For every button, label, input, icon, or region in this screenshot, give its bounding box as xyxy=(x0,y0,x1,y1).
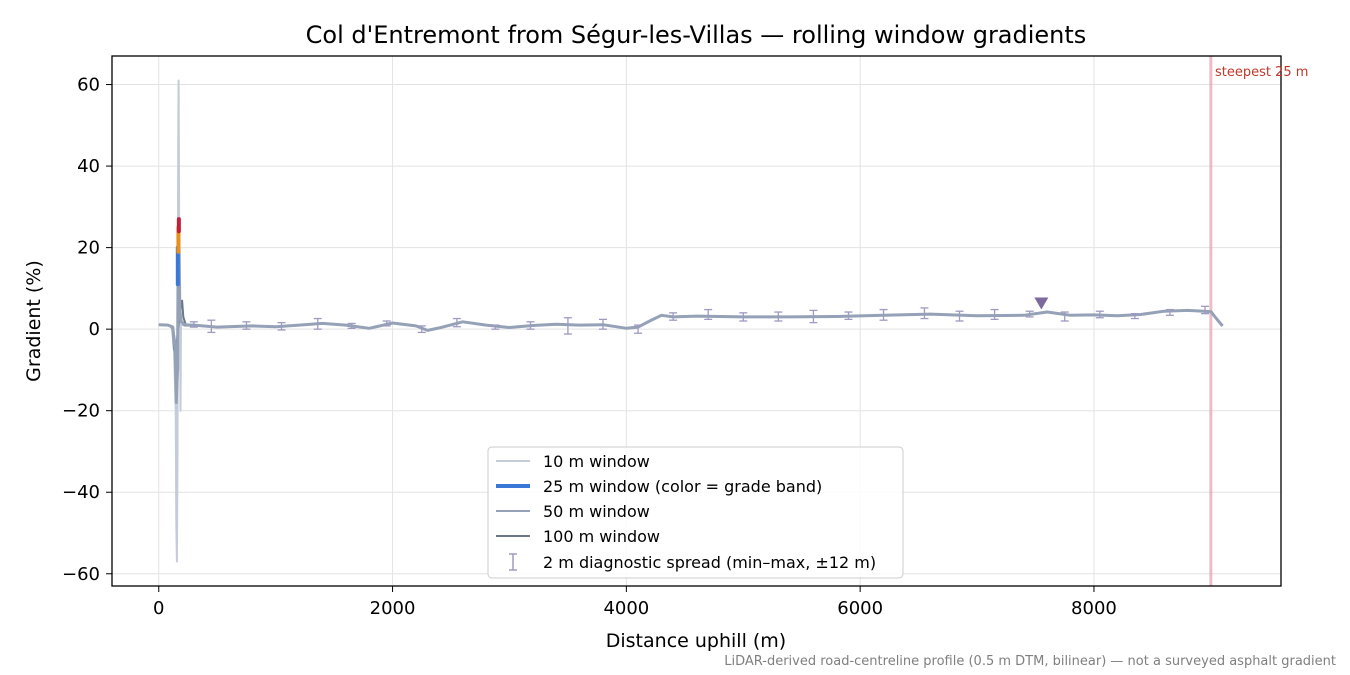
x-tick-label: 0 xyxy=(153,598,164,619)
spread-errorbar xyxy=(347,322,356,329)
spread-errorbar xyxy=(242,321,251,330)
x-axis-label: Distance uphill (m) xyxy=(606,630,786,652)
spread-errorbar xyxy=(313,317,322,330)
spread-errorbar xyxy=(879,308,888,321)
spread-errorbar xyxy=(920,307,929,320)
spread-errorbar xyxy=(277,321,286,331)
spread-errorbar xyxy=(1165,308,1174,316)
x-tick-label: 6000 xyxy=(837,598,883,619)
legend-label-spread: 2 m diagnostic spread (min–max, ±12 m) xyxy=(543,553,876,572)
spread-errorbar xyxy=(844,311,853,321)
x-tick-label: 8000 xyxy=(1071,598,1117,619)
spread-errorbar xyxy=(704,308,713,321)
chart-title: Col d'Entremont from Ségur-les-Villas — … xyxy=(306,21,1087,49)
summit-triangle-marker xyxy=(1034,297,1049,310)
spread-errorbar xyxy=(189,321,198,328)
spread-errorbar xyxy=(990,308,999,321)
spread-errorbar xyxy=(774,311,783,322)
spread-errorbar xyxy=(452,317,461,328)
y-axis-ticks: −60 −40 −20 0 20 40 60 xyxy=(62,75,112,585)
spread-errorbar xyxy=(598,318,607,330)
diagnostic-spread-layer xyxy=(189,305,1210,335)
x-tick-label: 4000 xyxy=(603,598,649,619)
legend-box xyxy=(487,446,904,579)
spread-errorbar xyxy=(1060,311,1069,322)
spread-errorbar xyxy=(1095,310,1104,319)
grade-band-layer xyxy=(175,217,181,287)
y-tick-label: −60 xyxy=(62,564,100,585)
y-tick-label: 20 xyxy=(77,238,100,259)
series-line-w25 xyxy=(158,221,1224,404)
legend: 10 m window 25 m window (color = grade b… xyxy=(487,446,904,579)
spread-errorbar xyxy=(563,317,572,335)
legend-swatch-spread xyxy=(509,553,517,571)
spread-errorbar xyxy=(526,321,535,330)
y-axis-label: Gradient (%) xyxy=(23,260,45,382)
summit-marker-layer xyxy=(1034,297,1049,310)
legend-label-10m: 10 m window xyxy=(543,452,650,471)
x-axis-ticks: 0 2000 4000 6000 8000 xyxy=(153,586,1117,619)
spread-errorbar xyxy=(669,312,678,321)
legend-label-25m: 25 m window (color = grade band) xyxy=(543,477,822,496)
spread-errorbar xyxy=(491,324,500,330)
spread-errorbar xyxy=(1201,305,1210,315)
spread-errorbar xyxy=(739,312,748,322)
spread-errorbar xyxy=(634,324,643,334)
legend-label-100m: 100 m window xyxy=(543,527,660,546)
y-tick-label: 40 xyxy=(77,156,100,177)
spread-errorbar xyxy=(207,319,216,334)
legend-label-50m: 50 m window xyxy=(543,502,650,521)
footnote: LiDAR-derived road-centreline profile (0… xyxy=(724,654,1336,669)
x-tick-label: 2000 xyxy=(370,598,416,619)
steepest-label: steepest 25 m xyxy=(1215,65,1308,80)
spread-errorbar xyxy=(1025,310,1034,318)
y-tick-label: 0 xyxy=(89,319,100,340)
spread-errorbar xyxy=(417,325,426,334)
spread-errorbar xyxy=(955,310,964,322)
spread-errorbar xyxy=(809,309,818,324)
spread-errorbar xyxy=(382,320,391,327)
spread-errorbar xyxy=(1130,313,1139,320)
plot-frame xyxy=(111,55,1282,587)
series-layer xyxy=(158,79,1224,563)
y-tick-label: 60 xyxy=(77,75,100,96)
grid xyxy=(112,56,1281,586)
y-tick-label: −40 xyxy=(62,482,100,503)
y-tick-label: −20 xyxy=(62,401,100,422)
